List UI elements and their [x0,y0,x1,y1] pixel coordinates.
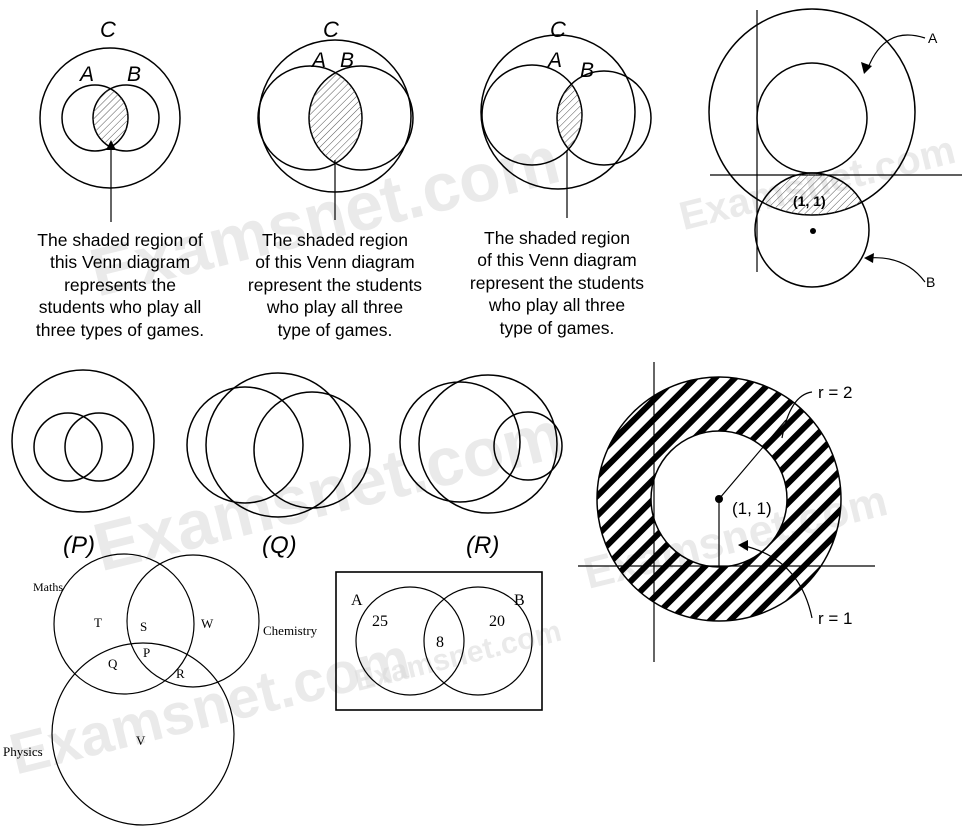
caption-line: represent the students [248,275,422,295]
pointer-b [867,257,926,283]
universe-label: C [323,17,339,42]
caption-line: who play all three [488,295,625,315]
region-r: R [176,666,185,681]
annulus-outer-circle [596,376,842,622]
value-b-only: 20 [489,613,505,630]
set-a-label: A [310,49,326,72]
caption-line: this Venn diagram [50,252,190,272]
chemistry-circle [126,554,260,688]
label-r: (R) [466,532,499,559]
set-b-label: B [340,49,354,72]
physics-circle [51,642,235,826]
venn-top-1: C A B The shaded region of this Venn dia… [36,17,204,340]
caption-line: The shaded region of [37,230,203,250]
chemistry-label: Chemistry [263,623,318,638]
set-a-label: A [78,63,94,86]
inner-radius-label: r = 1 [818,609,853,628]
right-circle [253,391,371,509]
region-s: S [140,619,147,634]
value-both: 8 [436,634,444,651]
venn-top-2: C A B The shaded region of this Venn dia… [248,17,422,340]
outer-circle [418,374,558,514]
value-a-only: 25 [372,613,388,630]
caption-2: The shaded region of this Venn diagram r… [248,230,422,340]
annulus-inner-circle [650,430,788,568]
universe-label: C [100,17,116,42]
pointer-inner-head [738,540,748,551]
caption-line: represents the [64,275,176,295]
caption-line: of this Venn diagram [255,252,415,272]
caption-3: The shaded region of this Venn diagram r… [470,228,644,338]
right-circle [64,412,134,482]
pointer-a-head [861,62,872,74]
subjects-venn: Maths Chemistry Physics T S W Q P R V [3,553,318,826]
caption-line: students who play all [39,297,201,317]
maths-circle [53,553,195,695]
left-circle [186,386,304,504]
caption-line: who play all three [266,297,403,317]
physics-label: Physics [3,744,43,759]
pointer-a [867,34,926,69]
caption-line: The shaded region [484,228,630,248]
label-a: A [351,592,363,609]
caption-line: type of games. [500,318,615,338]
point-label: (1, 1) [793,193,826,209]
shaded-intersection [309,66,362,170]
watermark-5: Examsnet.com [3,625,416,787]
maths-label: Maths [33,580,63,594]
point-marker [810,228,816,234]
region-p: P [143,645,150,660]
label-b: B [926,274,935,290]
label-p: (P) [63,532,95,559]
small-circle [493,411,563,481]
set-a-label: A [546,49,562,72]
region-w: W [201,616,214,631]
center-point [715,495,723,503]
universe-circle [39,47,181,189]
circle-a [355,586,465,696]
pointer-b-head [864,253,874,263]
caption-line: type of games. [278,320,393,340]
region-t: T [94,615,102,630]
venn-r: (R) [399,374,563,559]
region-v: V [136,733,146,748]
pointer-inner [744,545,813,619]
pointer-outer [781,391,813,439]
coord-diagram-top: (1, 1) A B [708,8,962,290]
venn-p: (P) [11,369,155,559]
shaded-overlap [755,173,869,215]
circle-a-inner [756,62,868,174]
caption-line: represent the students [470,273,644,293]
radius-line [718,419,787,500]
shaded-intersection [93,85,128,151]
outer-radius-label: r = 2 [818,383,853,402]
universe-circle [480,34,636,190]
label-a: A [928,30,938,46]
caption-line: three types of games. [36,320,204,340]
region-q: Q [108,656,118,671]
outer-circle [11,369,155,513]
left-circle [399,381,521,503]
ab-box-venn: A B 25 8 20 [335,571,543,711]
label-b: B [514,592,525,609]
subject-labels: Maths Chemistry Physics T S W Q P R V [3,580,318,759]
set-b-label: B [127,63,141,86]
label-q: (Q) [262,532,297,559]
set-b-label: B [580,59,594,82]
caption-line: of this Venn diagram [477,250,637,270]
outer-circle [205,372,351,518]
caption-line: The shaded region [262,230,408,250]
annulus-diagram: (1, 1) r = 2 r = 1 [578,362,875,662]
universe-box [335,571,543,711]
left-circle [33,412,103,482]
pointer-arrowhead [106,140,116,150]
venn-q: (Q) [186,372,371,559]
caption-1: The shaded region of this Venn diagram r… [36,230,204,340]
circle-b [423,586,533,696]
universe-label: C [550,17,566,42]
center-label: (1, 1) [732,499,772,518]
circle-b [754,172,870,288]
ab-labels: A B 25 8 20 [351,592,525,651]
